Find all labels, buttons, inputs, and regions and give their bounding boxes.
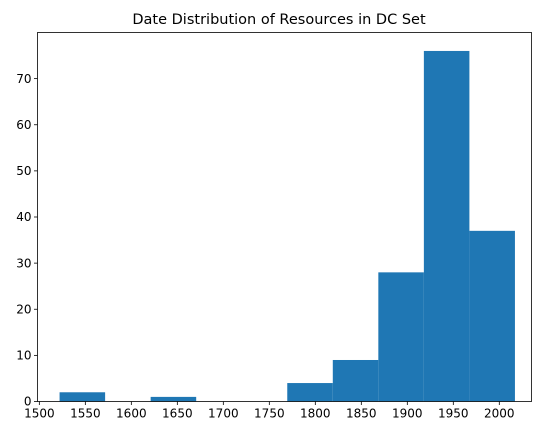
histogram-bar	[59, 392, 106, 402]
y-tick-label: 10	[16, 349, 31, 363]
x-tick-label: 1950	[438, 407, 469, 421]
bars-group	[59, 50, 515, 402]
x-tick-label: 1900	[392, 407, 423, 421]
x-tick-label: 1550	[70, 407, 101, 421]
x-tick-label: 1650	[162, 407, 193, 421]
y-tick-label: 40	[16, 210, 31, 224]
histogram-bar	[469, 230, 515, 402]
x-tick-label: 1600	[116, 407, 147, 421]
x-tick-label: 1800	[300, 407, 331, 421]
x-tick-label: 2000	[484, 407, 515, 421]
x-tick-label: 1750	[254, 407, 285, 421]
x-tick-label: 1850	[346, 407, 377, 421]
histogram-bar	[423, 50, 470, 402]
x-tick-label: 1500	[24, 407, 55, 421]
y-tick-label: 70	[16, 72, 31, 86]
y-tick-label: 60	[16, 118, 31, 132]
y-axis-ticks: 0 10 20 30 40 50 60 70	[16, 72, 38, 409]
y-tick-label: 50	[16, 164, 31, 178]
x-axis-ticks: 1500 1550 1600 1650 1700 1750 1800 1850 1900 1950…	[24, 401, 515, 421]
plot-frame	[37, 32, 532, 402]
y-tick-label: 20	[16, 302, 31, 316]
histogram-bar	[150, 396, 197, 402]
histogram-bar	[287, 383, 333, 402]
y-tick-label: 30	[16, 256, 31, 270]
histogram-bar	[378, 272, 424, 402]
histogram-bar	[332, 359, 379, 402]
chart-title: Date Distribution of Resources in DC Set	[132, 12, 426, 28]
y-tick-label: 0	[24, 395, 32, 409]
x-tick-label: 1700	[208, 407, 239, 421]
